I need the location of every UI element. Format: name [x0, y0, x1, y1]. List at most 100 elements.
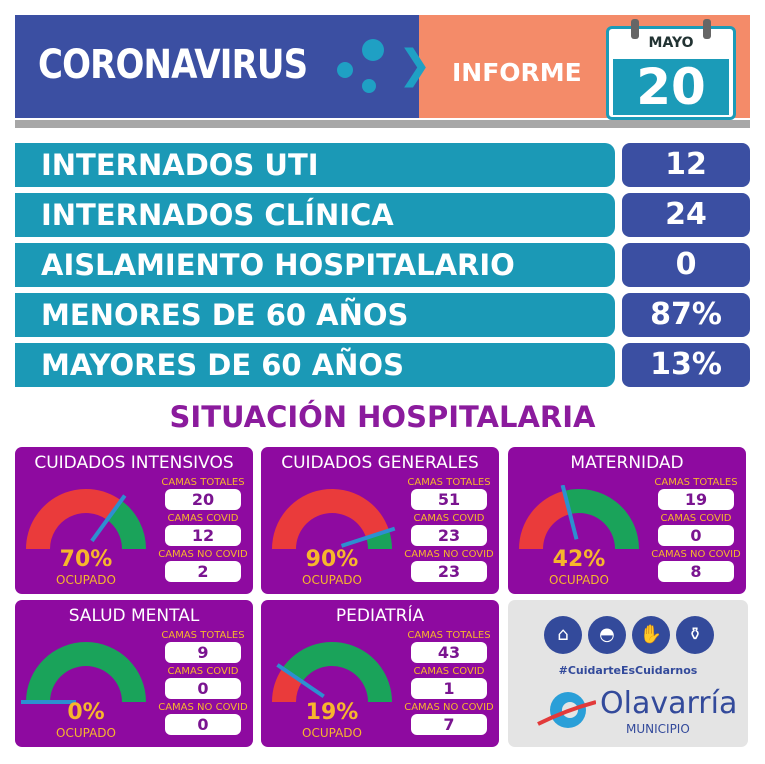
covid-beds-value: 0	[165, 678, 241, 699]
section-title: SITUACIÓN HOSPITALARIA	[169, 400, 596, 434]
stat-row: MENORES DE 60 AÑOS 87%	[15, 293, 750, 337]
total-beds-label: CAMAS TOTALES	[161, 630, 245, 641]
total-beds-label: CAMAS TOTALES	[407, 477, 491, 488]
non-covid-beds-label: CAMAS NO COVID	[158, 702, 248, 713]
stat-row: MAYORES DE 60 AÑOS 13%	[15, 343, 750, 387]
stat-row: INTERNADOS CLÍNICA 24	[15, 193, 750, 237]
occupancy-gauge	[519, 485, 639, 549]
covid-beds-value: 12	[165, 525, 241, 546]
occupancy-label: OCUPADO	[302, 573, 362, 587]
hospital-card: PEDIATRÍA 19% OCUPADO CAMAS TOTALES 43 C…	[261, 600, 499, 747]
chevron-right-icon: ❯	[398, 42, 432, 88]
occupancy-label: OCUPADO	[549, 573, 609, 587]
calendar-month: MAYO	[648, 35, 694, 51]
occupancy-label: OCUPADO	[302, 726, 362, 740]
gauge-free	[366, 530, 392, 549]
occupancy-label: OCUPADO	[56, 573, 116, 587]
mask-icon: ◓	[588, 616, 626, 654]
sanitizer-icon: ⚱	[676, 616, 714, 654]
non-covid-beds-label: CAMAS NO COVID	[404, 549, 494, 560]
non-covid-beds-value: 8	[658, 561, 734, 582]
non-covid-beds-value: 0	[165, 714, 241, 735]
logo-subtitle: MUNICIPIO	[626, 722, 690, 736]
non-covid-beds-value: 23	[411, 561, 487, 582]
calendar-date: MAYO 20	[606, 19, 736, 120]
bed-stats: CAMAS TOTALES 9 CAMAS COVID 0 CAMAS NO C…	[157, 630, 249, 738]
gauge-needle	[90, 494, 127, 543]
gauge-occupied	[519, 490, 571, 549]
hospital-card: SALUD MENTAL 0% OCUPADO CAMAS TOTALES 9 …	[15, 600, 253, 747]
gauge-needle	[560, 485, 579, 540]
virus-icon	[337, 39, 384, 93]
gauge-free	[26, 642, 146, 702]
non-covid-beds-value: 7	[411, 714, 487, 735]
gauge-free	[282, 642, 392, 702]
covid-beds-value: 1	[411, 678, 487, 699]
covid-beds-label: CAMAS COVID	[413, 666, 485, 677]
hospital-card: CUIDADOS INTENSIVOS 70% OCUPADO CAMAS TO…	[15, 447, 253, 594]
divider	[15, 120, 750, 128]
non-covid-beds-label: CAMAS NO COVID	[651, 549, 741, 560]
card-title: CUIDADOS INTENSIVOS	[34, 453, 234, 473]
bed-stats: CAMAS TOTALES 43 CAMAS COVID 1 CAMAS NO …	[403, 630, 495, 738]
total-beds-value: 51	[411, 489, 487, 510]
covid-beds-label: CAMAS COVID	[413, 513, 485, 524]
stat-value: 13%	[622, 343, 750, 387]
hashtag: #CuidarteEsCuidarnos	[558, 664, 698, 677]
total-beds-value: 19	[658, 489, 734, 510]
calendar-ring	[703, 19, 711, 39]
gauge-occupied	[26, 489, 122, 549]
occupancy-percent: 19%	[305, 700, 359, 725]
stat-label: MENORES DE 60 AÑOS	[15, 293, 615, 337]
covid-beds-value: 0	[658, 525, 734, 546]
hospital-card: MATERNIDAD 42% OCUPADO CAMAS TOTALES 19 …	[508, 447, 746, 594]
total-beds-label: CAMAS TOTALES	[161, 477, 245, 488]
stat-row: INTERNADOS UTI 12	[15, 143, 750, 187]
total-beds-value: 9	[165, 642, 241, 663]
stat-value: 87%	[622, 293, 750, 337]
stat-label: INTERNADOS UTI	[15, 143, 615, 187]
stat-value: 24	[622, 193, 750, 237]
card-title: SALUD MENTAL	[68, 606, 200, 626]
campaign-card: ⌂ ◓ ✋ ⚱ #CuidarteEsCuidarnos Olavarría M…	[508, 600, 748, 747]
calendar-day: 20	[613, 59, 729, 115]
gauge-free	[107, 500, 146, 549]
occupancy-gauge	[26, 489, 146, 549]
olavarria-logo	[537, 692, 596, 728]
non-covid-beds-label: CAMAS NO COVID	[158, 549, 248, 560]
card-title: CUIDADOS GENERALES	[281, 453, 479, 473]
occupancy-percent: 70%	[59, 547, 113, 572]
card-title: MATERNIDAD	[570, 453, 684, 473]
occupancy-gauge	[272, 489, 396, 549]
logo-name: Olavarría	[600, 686, 738, 721]
occupancy-label: OCUPADO	[56, 726, 116, 740]
card-title: PEDIATRÍA	[335, 606, 425, 626]
stat-label: MAYORES DE 60 AÑOS	[15, 343, 615, 387]
gauge-free	[564, 489, 639, 549]
gauge-needle	[340, 526, 396, 548]
gauge-occupied	[272, 489, 390, 549]
total-beds-label: CAMAS TOTALES	[654, 477, 738, 488]
stat-value: 12	[622, 143, 750, 187]
occupancy-percent: 42%	[552, 547, 606, 572]
stat-row: AISLAMIENTO HOSPITALARIO 0	[15, 243, 750, 287]
covid-beds-label: CAMAS COVID	[167, 666, 239, 677]
total-beds-value: 43	[411, 642, 487, 663]
bed-stats: CAMAS TOTALES 51 CAMAS COVID 23 CAMAS NO…	[403, 477, 495, 585]
header-subtitle: INFORME	[452, 58, 582, 87]
covid-beds-value: 23	[411, 525, 487, 546]
total-beds-value: 20	[165, 489, 241, 510]
occupancy-gauge	[21, 642, 146, 704]
occupancy-percent: 90%	[305, 547, 359, 572]
covid-beds-label: CAMAS COVID	[660, 513, 732, 524]
stat-value: 0	[622, 243, 750, 287]
occupancy-gauge	[272, 642, 392, 702]
bed-stats: CAMAS TOTALES 20 CAMAS COVID 12 CAMAS NO…	[157, 477, 249, 585]
stat-label: AISLAMIENTO HOSPITALARIO	[15, 243, 615, 287]
bed-stats: CAMAS TOTALES 19 CAMAS COVID 0 CAMAS NO …	[650, 477, 742, 585]
non-covid-beds-value: 2	[165, 561, 241, 582]
handwash-icon: ✋	[632, 616, 670, 654]
hospital-card: CUIDADOS GENERALES 90% OCUPADO CAMAS TOT…	[261, 447, 499, 594]
occupancy-percent: 0%	[67, 700, 105, 725]
house-icon: ⌂	[544, 616, 582, 654]
